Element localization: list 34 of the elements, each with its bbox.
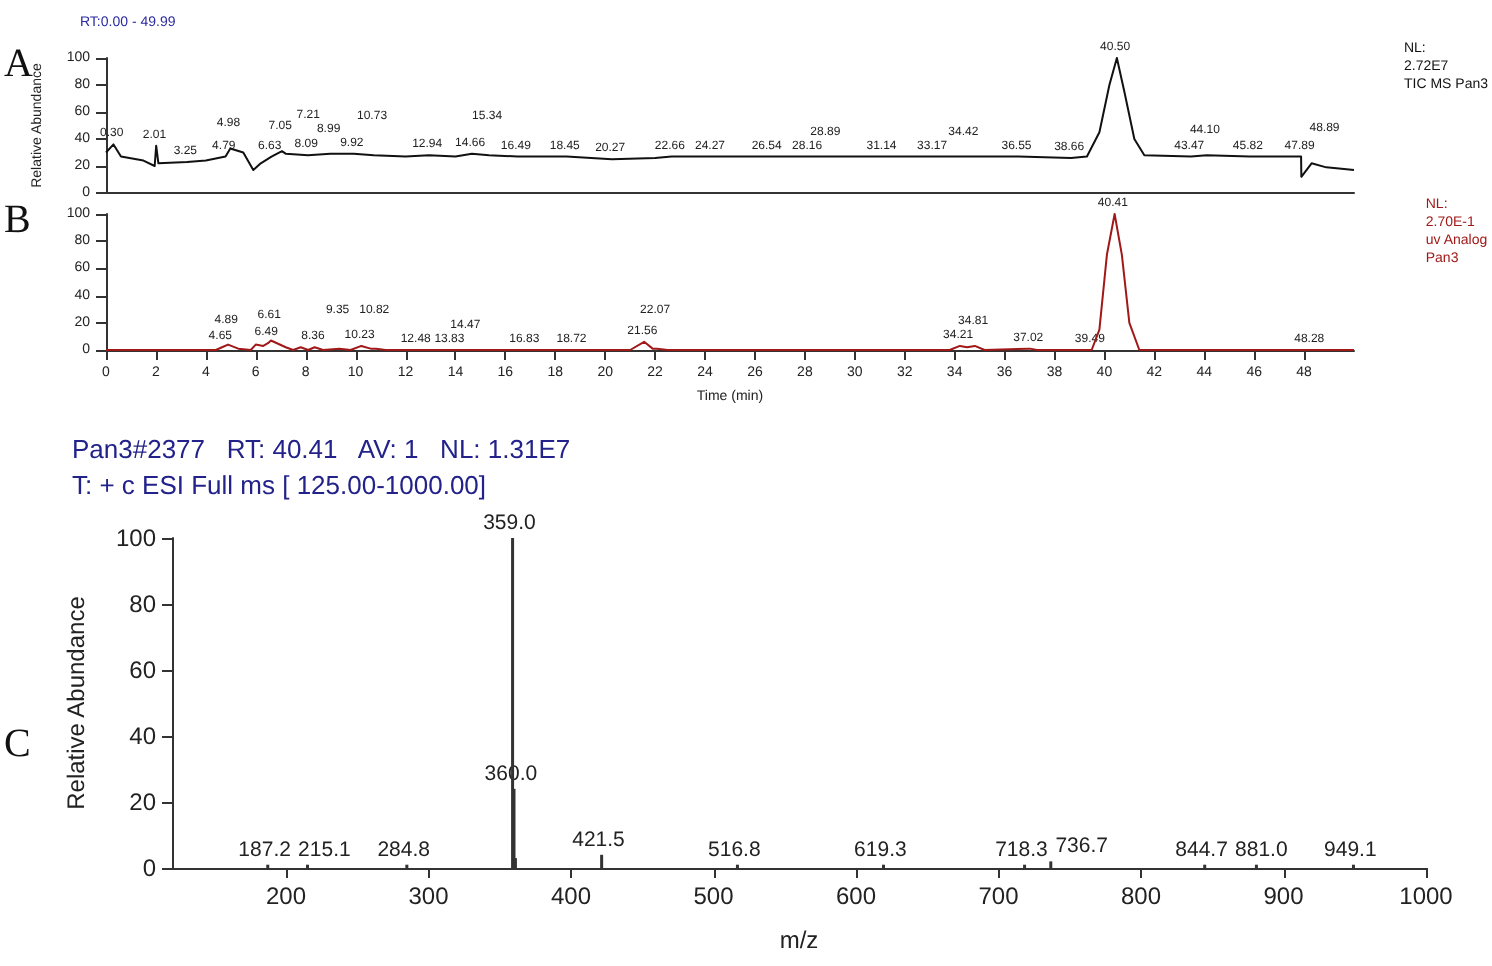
annotation: 718.3: [995, 837, 1049, 862]
x-tick-label: 300: [408, 882, 450, 910]
annotation: 949.1: [1324, 837, 1377, 862]
chart-title: Pan3#2377 RT: 40.41 AV: 1 NL: 1.31E7: [72, 434, 571, 464]
annotation: 284.8: [377, 837, 431, 862]
x-tick-label: 900: [1263, 882, 1305, 910]
x-tick-label: 400: [550, 882, 592, 910]
annotation: 187.2: [238, 837, 292, 862]
annotation: 215.1: [298, 837, 351, 862]
x-tick-label: 800: [1120, 882, 1162, 910]
annotation: 359.0: [483, 511, 537, 535]
annotation: 881.0: [1235, 837, 1288, 862]
text: C: [4, 722, 31, 766]
annotation: 619.3: [854, 837, 907, 862]
y-tick-label: 80: [129, 590, 157, 618]
annotation: 736.7: [1055, 834, 1109, 859]
x-tick-label: 700: [978, 882, 1020, 910]
y-tick-label: 20: [129, 788, 157, 816]
y-tick-label: 100: [115, 524, 157, 552]
x-tick-label: 1000: [1399, 882, 1454, 910]
annotation: 844.7: [1175, 837, 1229, 862]
y-axis-title: Relative Abundance: [62, 595, 90, 810]
x-tick-label: 500: [693, 882, 735, 910]
x-tick-label: 600: [835, 882, 877, 910]
y-tick-label: 40: [129, 722, 157, 750]
y-tick-label: 0: [142, 854, 157, 882]
x-axis-title: m/z: [779, 926, 819, 954]
y-tick-label: 60: [129, 656, 157, 684]
chart-subtitle: T: + c ESI Full ms [ 125.00-1000.00]: [72, 470, 487, 500]
annotation: 421.5: [572, 827, 626, 852]
annotation: 516.8: [708, 837, 761, 862]
x-tick-label: 200: [265, 882, 307, 910]
text: A: [4, 42, 34, 86]
text: B: [4, 198, 31, 242]
